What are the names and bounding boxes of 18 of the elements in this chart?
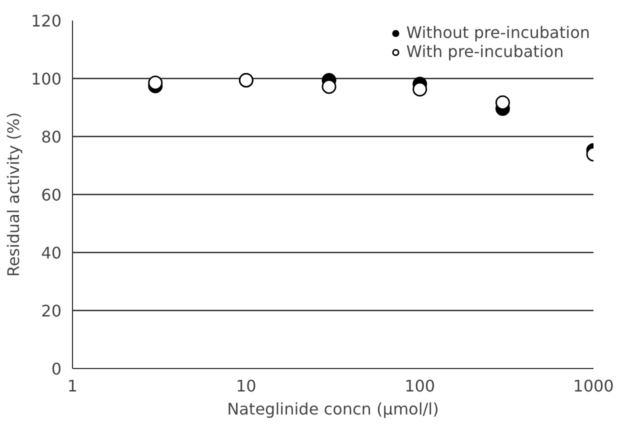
x-tick-label: 1 — [67, 376, 78, 396]
legend-label: With pre-incubation — [406, 42, 564, 61]
legend-label: Without pre-incubation — [406, 23, 590, 42]
x-axis-title: Nateglinide concn (μmol/l) — [227, 400, 439, 418]
y-tick-label: 40 — [41, 244, 62, 262]
y-tick-label: 80 — [41, 128, 62, 146]
y-tick-label: 60 — [41, 186, 62, 204]
x-tick-label: 1000 — [573, 376, 614, 396]
y-tick-label: 20 — [41, 302, 62, 320]
x-tick-label: 100 — [404, 376, 436, 396]
point — [322, 79, 336, 94]
x-tick-label: 10 — [236, 376, 256, 396]
y-tick-label: 120 — [30, 12, 62, 30]
y-tick-label: 100 — [30, 70, 62, 88]
point — [495, 95, 510, 110]
y-tick-label: 0 — [51, 360, 62, 378]
y-axis-title: Residual activity (%) — [4, 112, 23, 277]
point — [148, 76, 163, 90]
